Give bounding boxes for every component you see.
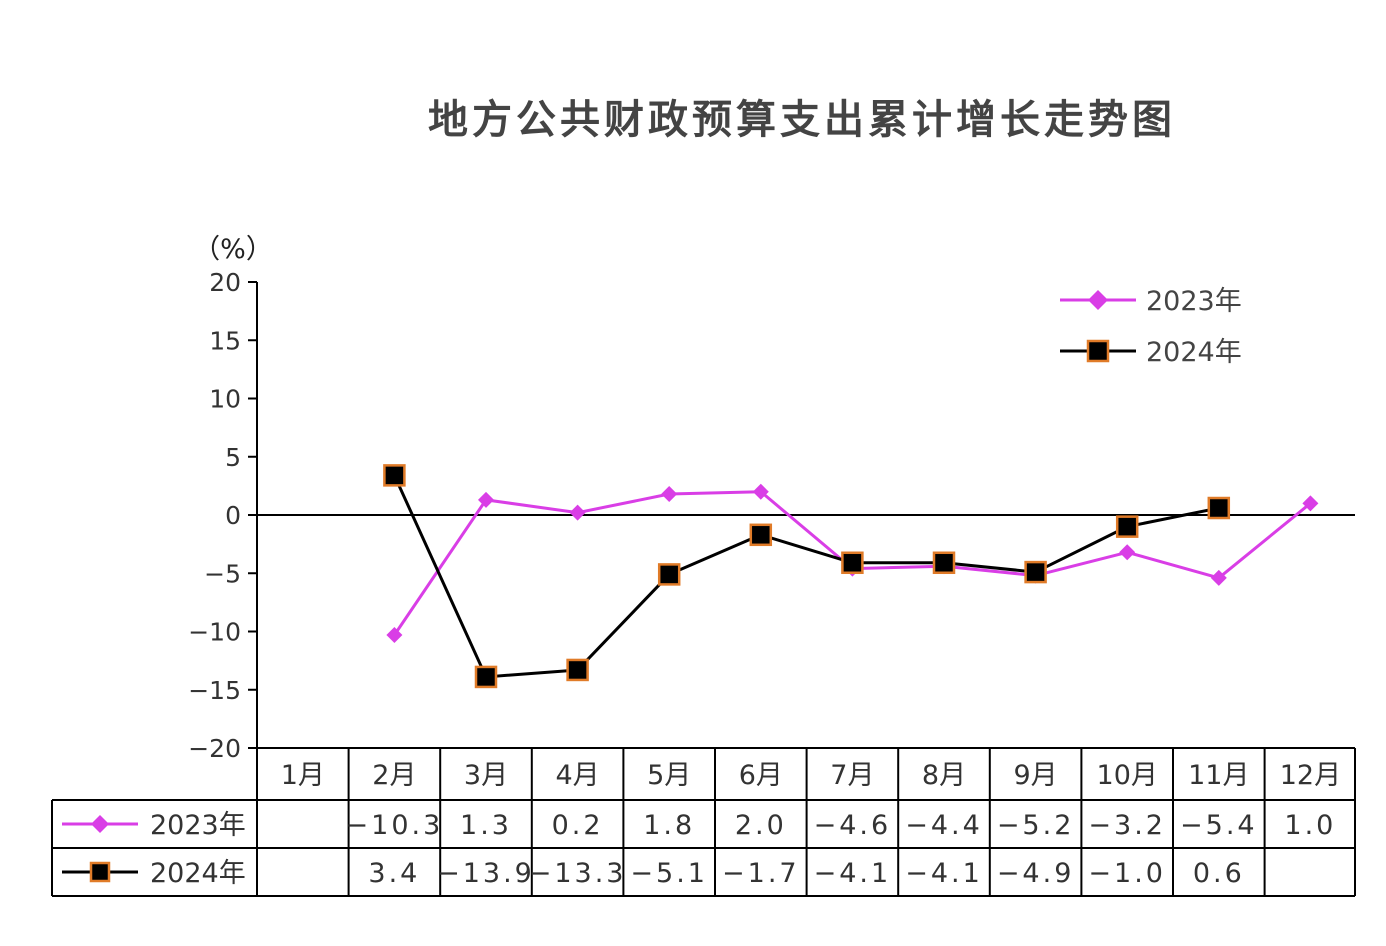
table-cell-value: −5.1 xyxy=(630,858,708,889)
data-point xyxy=(474,665,498,689)
data-point xyxy=(478,491,494,508)
category-label: 9月 xyxy=(1014,760,1058,791)
table-cell-value: −13.3 xyxy=(529,858,627,889)
table-cell-value: −5.2 xyxy=(997,810,1075,841)
y-axis-unit-label: （%） xyxy=(193,234,273,265)
table-cell-value: −4.9 xyxy=(997,858,1075,889)
data-point xyxy=(569,504,586,521)
table-cell-value: 1.8 xyxy=(643,810,695,841)
category-label: 8月 xyxy=(922,760,966,791)
table-cell-value: 2.0 xyxy=(735,810,787,841)
data-point xyxy=(657,563,681,586)
y-tick-label: 0 xyxy=(225,501,241,530)
y-tick-label: −10 xyxy=(188,618,241,647)
table-cell-value: 1.0 xyxy=(1284,810,1336,841)
legend-label: 2023年 xyxy=(1146,286,1242,317)
data-point xyxy=(1024,560,1047,584)
data-point xyxy=(841,551,864,575)
category-label: 7月 xyxy=(830,760,874,791)
data-point xyxy=(749,523,773,547)
category-label: 6月 xyxy=(739,760,783,791)
table-cell-value: −13.9 xyxy=(437,858,535,889)
data-point xyxy=(1115,515,1139,538)
category-label: 1月 xyxy=(281,760,325,791)
table-series-name: 2023年 xyxy=(150,810,246,841)
table-legend-marker xyxy=(91,815,109,833)
table-cell-value: −4.4 xyxy=(905,810,983,841)
data-point xyxy=(1210,569,1227,586)
y-tick-label: −5 xyxy=(204,559,241,588)
data-point xyxy=(932,551,956,575)
data-point xyxy=(566,658,589,682)
table-cell-value: 0.2 xyxy=(552,810,604,841)
y-tick-label: 5 xyxy=(225,443,241,472)
table-series-name: 2024年 xyxy=(150,858,246,889)
table-cell-value: −1.7 xyxy=(722,858,800,889)
table-cell-value: 3.4 xyxy=(368,858,420,889)
category-label: 5月 xyxy=(647,760,691,791)
table-cell-value: −1.0 xyxy=(1088,858,1166,889)
data-point xyxy=(1119,544,1136,561)
table-cell-value: 1.3 xyxy=(460,810,512,841)
category-label: 10月 xyxy=(1097,760,1158,791)
category-label: 11月 xyxy=(1188,760,1249,791)
legend-label: 2024年 xyxy=(1146,337,1242,368)
table-cell-value: −10.3 xyxy=(346,810,444,841)
table-cell-value: −4.1 xyxy=(814,858,892,889)
category-label: 4月 xyxy=(556,760,600,791)
y-tick-label: 20 xyxy=(209,268,241,297)
category-label: 12月 xyxy=(1280,760,1341,791)
table-cell-value: −4.6 xyxy=(814,810,892,841)
data-point xyxy=(1302,495,1319,512)
table-cell-value: −4.1 xyxy=(905,858,983,889)
series-layer xyxy=(383,464,1319,689)
axes-layer: 20 15 10 5 0 −5 −10 −15 −20 xyxy=(188,268,1355,763)
category-label: 2月 xyxy=(372,760,416,791)
y-tick-label: −15 xyxy=(188,676,241,705)
table-cell-value: 0.6 xyxy=(1193,858,1245,889)
data-point xyxy=(1207,496,1231,520)
legend-marker xyxy=(1086,339,1110,363)
y-tick-label: 15 xyxy=(209,326,241,355)
data-table: 1月 2月 3月 4月 5月 6月 7月 8月 9月 10月 11月 12月 2023年 −10.3 1.3… xyxy=(51,747,1356,897)
legend: 2023年 2024年 xyxy=(1060,286,1242,368)
data-point xyxy=(386,626,403,643)
data-point xyxy=(383,464,406,487)
series-line-2024年 xyxy=(393,474,1220,679)
table-cell-value: −3.2 xyxy=(1088,810,1166,841)
legend-marker xyxy=(1088,290,1108,310)
data-point xyxy=(661,486,678,503)
category-label: 3月 xyxy=(464,760,508,791)
data-point xyxy=(752,483,769,500)
y-tick-label: −20 xyxy=(188,734,241,763)
y-tick-label: 10 xyxy=(209,385,241,414)
chart-title: 地方公共财政预算支出累计增长走势图 xyxy=(428,97,1176,143)
table-cell-value: −5.4 xyxy=(1180,810,1258,841)
table-legend-marker xyxy=(89,861,111,883)
